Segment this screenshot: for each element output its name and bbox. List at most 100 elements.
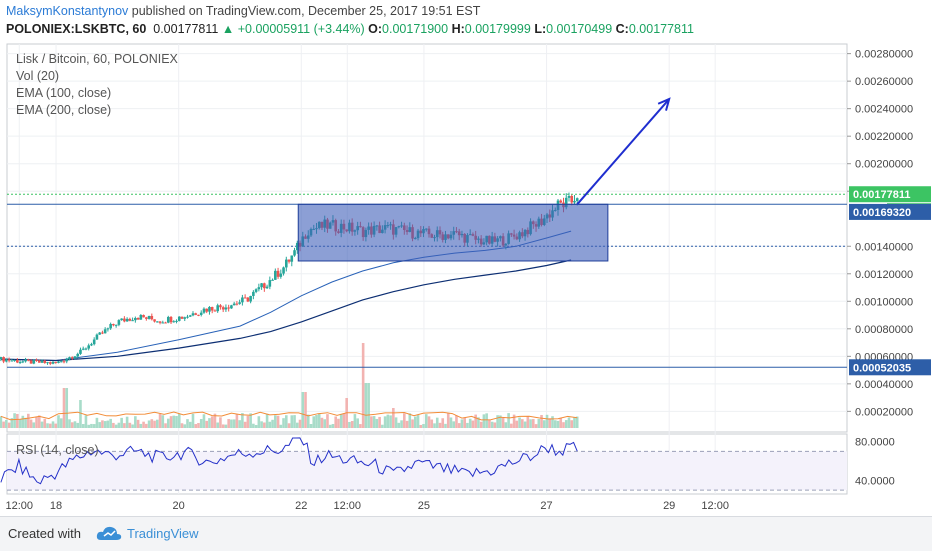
volume-bar [488,419,491,428]
candle-body [114,324,118,326]
volume-bar [197,423,200,428]
volume-bar [40,421,44,428]
candle-body [10,360,14,362]
candle-body [153,319,156,322]
support-price-tag-bg [849,359,931,376]
rsi-band [7,450,847,491]
open-label: O: [368,22,383,36]
candle-body [169,316,173,323]
volume-bar [51,421,55,428]
volume-bar [370,416,373,428]
candle-body [238,302,241,304]
volume-bar [0,416,3,428]
volume-bar [158,413,162,428]
volume-bar [515,420,519,428]
volume-bar [257,416,261,428]
candle-body [570,196,574,203]
volume-bar [90,423,93,428]
trend-arrow[interactable] [576,97,671,205]
volume-bar [191,413,195,428]
open-value: 0.00171900 [382,22,449,36]
volume-bar [444,423,447,428]
candle-body [210,306,214,311]
volume-bar [306,414,310,428]
volume-bar [455,415,458,428]
candle-body [117,320,121,325]
time-tick-label: 29 [663,500,675,512]
volume-bar [164,423,167,428]
volume-bar [381,424,384,428]
volume-bar [156,419,159,428]
volume-bar [389,415,392,428]
time-tick-label: 12:00 [5,500,33,512]
candle-body [40,360,44,363]
volume-bar [252,423,255,428]
candle-body [103,329,107,334]
volume-bar [510,423,513,428]
volume-bar [449,417,453,428]
consolidation-box[interactable] [297,203,609,262]
volume-bar [446,413,450,428]
candle-body [235,303,239,305]
volume-bar [364,383,368,428]
volume-bar [254,424,258,428]
publish-line: MaksymKonstantynov published on TradingV… [6,2,926,20]
volume-bar [224,424,228,428]
volume-bar [403,413,406,428]
candle-body [35,359,38,361]
rsi-series-line [0,437,578,485]
volume-bar [493,422,497,428]
volume-bar [504,422,508,428]
candle-body [221,307,225,310]
candle-body [81,348,85,350]
price-tick-label: 0.00200000 [855,159,913,171]
candle-body [123,318,126,322]
volume-bar [84,415,88,428]
volume-bar [575,416,579,428]
volume-bar [485,413,488,428]
volume-bar [27,413,30,428]
volume-bar [76,422,80,428]
volume-bar [21,415,25,428]
candle-body [279,273,283,277]
volume-bar [194,424,198,428]
chart-canvas[interactable]: 0.00280000 0.00260000 0.00240000 0.00220000… [0,38,932,516]
candle-body [191,313,195,316]
volume-bar [213,413,217,428]
price-tick-label: 0.00240000 [855,104,913,116]
volume-bar [512,414,516,428]
volume-bar [169,416,173,428]
volume-bar [331,424,335,428]
candle-body [0,357,3,360]
volume-bar [123,423,126,428]
candle-body [284,259,288,268]
candle-body [172,321,176,323]
low-value: 0.00170499 [546,22,613,36]
volume-bar [468,418,472,428]
candle-body [194,313,198,315]
candle-body [268,280,272,287]
candle-body [243,297,247,299]
volume-bar [131,424,134,428]
tradingview-link[interactable]: TradingView [127,526,199,541]
candle-body [112,324,115,326]
candle-body [183,317,187,319]
volume-bar [438,422,442,428]
volume-bar [523,421,527,428]
last-price-tag: 0.00177811 [853,189,911,201]
candle-body [164,322,167,324]
volume-bar [400,420,403,428]
author-link[interactable]: MaksymKonstantynov [6,4,129,18]
volume-bar [73,421,77,428]
volume-bar [117,422,121,428]
volume-bar [92,424,96,428]
rsi-line [0,437,578,485]
volume-bar [556,420,560,428]
volume-bar [435,417,439,428]
candle-body [202,308,206,313]
volume-bar [507,413,510,428]
volume-bar [284,415,288,428]
candle-body [48,362,52,364]
volume-bar [249,413,252,428]
volume-bar [208,418,211,428]
